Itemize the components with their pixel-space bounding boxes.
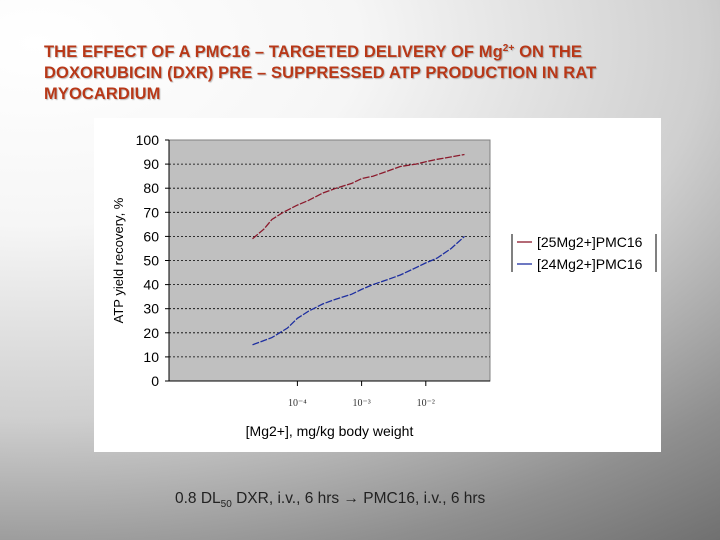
x-axis-label: [Mg2+], mg/kg body weight — [246, 423, 414, 439]
series-line-2 — [252, 235, 465, 346]
slide-title: THE EFFECT OF A PMC16 – TARGETED DELIVER… — [44, 42, 694, 105]
experiment-footnote: 0.8 DL50 DXR, i.v., 6 hrs → PMC16, i.v.,… — [175, 490, 485, 510]
y-tick-label: 30 — [143, 301, 159, 317]
y-tick-label: 70 — [143, 204, 159, 220]
atp-recovery-chart: 0 10 20 30 40 50 60 70 80 90 100 10⁻⁴ 10⁻³ 10⁻² [Mg2+]… — [111, 132, 657, 439]
title-superscript: 2+ — [502, 43, 515, 54]
footnote-text: 0.8 DL — [175, 490, 221, 507]
y-tick-label: 20 — [143, 325, 159, 341]
title-text-continued: ON THE DOXORUBICIN (DXR) PRE – SUPPRESSE… — [44, 43, 597, 103]
y-tick-label: 80 — [143, 180, 159, 196]
title-text: THE EFFECT OF A PMC16 – TARGETED DELIVER… — [44, 43, 503, 61]
y-tick-label: 10 — [143, 349, 159, 365]
y-axis-label: ATP yield recovery, % — [111, 197, 126, 323]
x-tick-label: 10⁻² — [417, 398, 435, 409]
y-tick-label: 50 — [143, 253, 159, 269]
y-tick-label: 40 — [143, 277, 159, 293]
series-line-1 — [252, 153, 465, 240]
x-tick-label: 10⁻³ — [352, 398, 370, 409]
legend-label-2: [24Mg2+]PMC16 — [537, 256, 643, 272]
y-tick-label: 100 — [136, 132, 160, 148]
footnote-text-continued: DXR, i.v., 6 hrs → PMC16, i.v., 6 hrs — [231, 490, 486, 507]
y-tick-label: 90 — [143, 156, 159, 172]
chart-panel: 0 10 20 30 40 50 60 70 80 90 100 10⁻⁴ 10⁻³ 10⁻² [Mg2+]… — [94, 118, 661, 452]
legend-label-1: [25Mg2+]PMC16 — [537, 234, 643, 250]
y-tick-label: 0 — [151, 373, 159, 389]
x-tick-label: 10⁻⁴ — [288, 398, 307, 409]
footnote-subscript: 50 — [220, 499, 232, 511]
y-tick-label: 60 — [143, 228, 159, 244]
